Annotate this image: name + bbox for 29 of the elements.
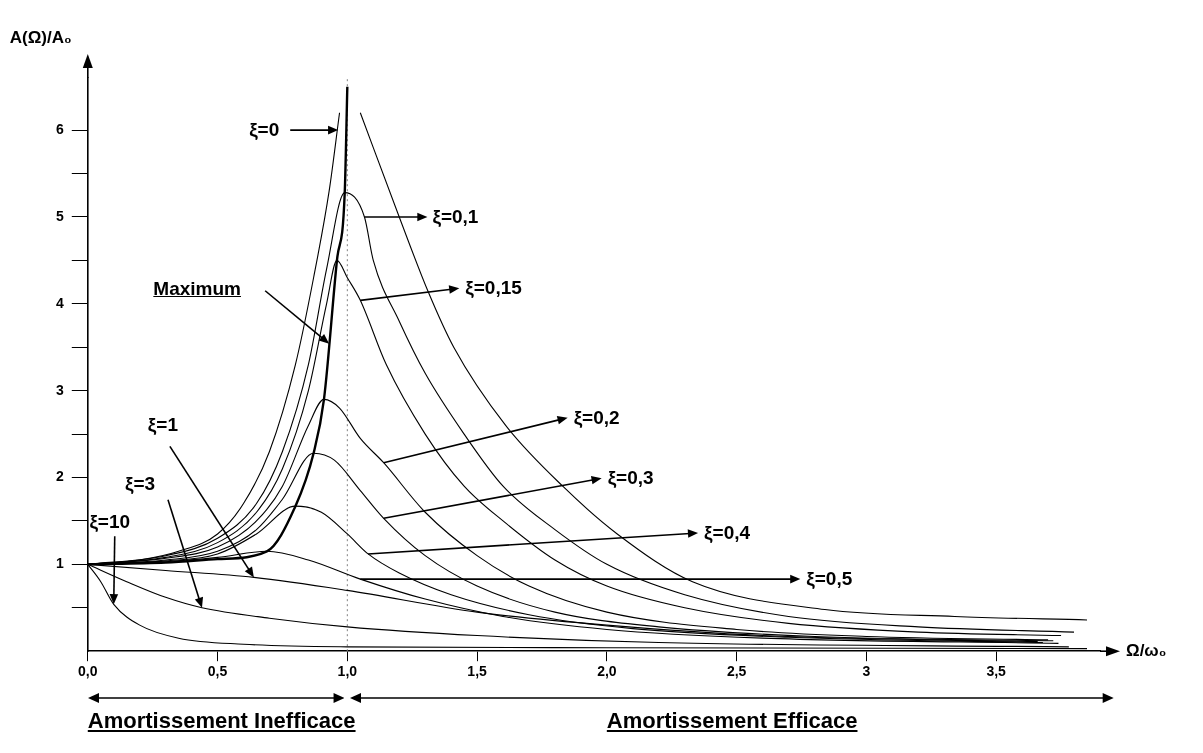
y-tick-label: 3 (55, 381, 64, 398)
x-axis-title: Ω/ω₀ (1126, 640, 1167, 663)
y-tick-label: 5 (55, 207, 64, 224)
y-tick-label: 2 (55, 468, 64, 485)
y-tick-label: 6 (55, 120, 64, 137)
x-tick-label: 3,5 (986, 663, 1007, 680)
annotation: Maximum (153, 277, 241, 300)
annotation: ξ=0 (249, 119, 280, 142)
x-tick-label: 0,0 (78, 663, 98, 680)
annotation: ξ=3 (124, 472, 156, 495)
text: Amortissement Inefficace (87, 708, 356, 734)
annotation: ξ=0,3 (607, 467, 654, 490)
annotation: ξ=0,1 (432, 205, 479, 228)
text: Amortissement Efficace (606, 708, 858, 733)
y-tick-label: 1 (55, 555, 64, 572)
y-tick-label: 4 (55, 294, 64, 311)
annotation: ξ=0,4 (704, 521, 751, 544)
annotation: ξ=0,5 (806, 568, 853, 591)
annotation: ξ=1 (147, 414, 178, 437)
x-tick-label: 2,0 (597, 663, 617, 680)
annotation: ξ=0,2 (573, 406, 620, 429)
annotation: ξ=0,15 (465, 277, 522, 300)
x-tick-label: 1,5 (467, 663, 488, 680)
y-axis-title: A(Ω)/A₀ (9, 27, 72, 49)
x-tick-label: 3 (862, 663, 871, 680)
annotation: ξ=10 (89, 511, 131, 534)
x-tick-label: 0,5 (207, 663, 228, 680)
x-tick-label: 2,5 (726, 663, 747, 680)
x-tick-label: 1,0 (337, 663, 358, 680)
